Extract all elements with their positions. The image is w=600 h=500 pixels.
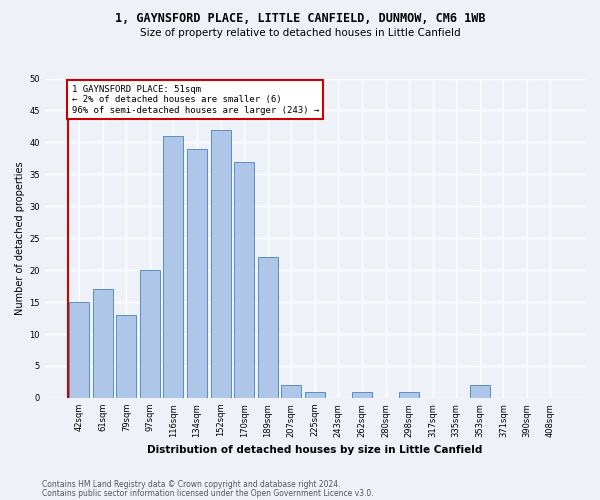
Bar bbox=[399, 392, 419, 398]
Bar bbox=[281, 385, 301, 398]
Text: Contains public sector information licensed under the Open Government Licence v3: Contains public sector information licen… bbox=[42, 488, 374, 498]
Bar bbox=[305, 392, 325, 398]
Bar bbox=[187, 149, 207, 398]
Bar bbox=[93, 290, 113, 398]
Text: 1, GAYNSFORD PLACE, LITTLE CANFIELD, DUNMOW, CM6 1WB: 1, GAYNSFORD PLACE, LITTLE CANFIELD, DUN… bbox=[115, 12, 485, 26]
Text: 1 GAYNSFORD PLACE: 51sqm
← 2% of detached houses are smaller (6)
96% of semi-det: 1 GAYNSFORD PLACE: 51sqm ← 2% of detache… bbox=[71, 85, 319, 114]
X-axis label: Distribution of detached houses by size in Little Canfield: Distribution of detached houses by size … bbox=[147, 445, 482, 455]
Bar bbox=[116, 315, 136, 398]
Bar bbox=[140, 270, 160, 398]
Bar bbox=[163, 136, 184, 398]
Y-axis label: Number of detached properties: Number of detached properties bbox=[15, 162, 25, 315]
Bar bbox=[352, 392, 372, 398]
Bar bbox=[211, 130, 230, 398]
Bar bbox=[69, 302, 89, 398]
Bar bbox=[470, 385, 490, 398]
Bar bbox=[257, 258, 278, 398]
Text: Size of property relative to detached houses in Little Canfield: Size of property relative to detached ho… bbox=[140, 28, 460, 38]
Bar bbox=[234, 162, 254, 398]
Text: Contains HM Land Registry data © Crown copyright and database right 2024.: Contains HM Land Registry data © Crown c… bbox=[42, 480, 341, 489]
